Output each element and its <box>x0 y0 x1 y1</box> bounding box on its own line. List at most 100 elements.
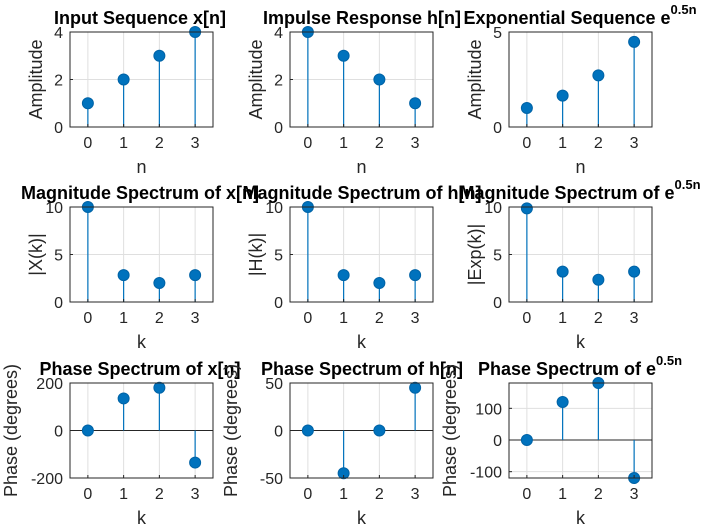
subplot-title: Phase Spectrum of e0.5n <box>478 353 682 379</box>
y-tick-label: -200 <box>31 471 63 488</box>
x-tick-label: 2 <box>594 310 603 327</box>
x-tick-label: 3 <box>191 486 200 503</box>
subplot-2: 0 1 2 3 0 2 4 n Amplitude Impulse Response h[n] <box>246 8 461 177</box>
x-tick-label: 3 <box>630 135 639 152</box>
y-tick-label: 4 <box>274 25 283 42</box>
subplot-title: Phase Spectrum of x[n] <box>39 359 240 379</box>
y-tick-label: 0 <box>493 295 502 312</box>
x-tick-label: 2 <box>594 486 603 503</box>
x-tick-label: 1 <box>119 135 128 152</box>
subplot-title: Impulse Response h[n] <box>263 8 461 28</box>
stem-marker <box>592 69 605 82</box>
stem-marker <box>409 97 422 110</box>
y-tick-label: 0 <box>493 120 502 137</box>
subplot-title: Phase Spectrum of h[n] <box>261 359 463 379</box>
x-tick-label: 1 <box>119 310 128 327</box>
plot-area <box>509 32 652 127</box>
x-tick-label: 1 <box>339 135 348 152</box>
y-tick-label: 0 <box>274 424 283 441</box>
y-tick-label: 2 <box>54 73 63 90</box>
y-tick-label: 5 <box>493 248 502 265</box>
y-tick-label: 0 <box>274 120 283 137</box>
x-tick-label: 0 <box>83 486 92 503</box>
x-tick-label: 0 <box>303 486 312 503</box>
x-tick-label: 1 <box>119 486 128 503</box>
x-tick-label: 3 <box>411 486 420 503</box>
y-tick-label: 2 <box>274 73 283 90</box>
x-tick-label: 2 <box>375 310 384 327</box>
x-axis-label: n <box>136 157 146 177</box>
subplot-6: 0 1 2 3 0 5 10 k |Exp(k)| Magnitude Spectrum of e… <box>459 177 700 352</box>
stem-marker <box>409 381 422 394</box>
stem-marker <box>628 265 641 278</box>
x-tick-label: 0 <box>522 486 531 503</box>
y-tick-label: 10 <box>484 200 502 217</box>
y-axis-label: Phase (degrees) <box>1 364 21 497</box>
x-tick-label: 1 <box>339 310 348 327</box>
y-axis-label: Phase (degrees) <box>221 364 241 497</box>
y-axis-label: |H(k)| <box>246 233 266 276</box>
plot-area <box>509 383 652 478</box>
stem-marker <box>153 49 166 62</box>
stem-marker <box>520 202 533 215</box>
x-axis-label: n <box>356 157 366 177</box>
subplot-title: Magnitude Spectrum of e0.5n <box>459 177 700 203</box>
y-tick-label: 0 <box>54 120 63 137</box>
y-tick-label: 0 <box>54 424 63 441</box>
y-tick-label: 10 <box>45 200 63 217</box>
x-tick-label: 3 <box>630 310 639 327</box>
axes-box <box>508 382 653 479</box>
subplot-title: Exponential Sequence e0.5n <box>463 2 696 28</box>
subplot-title: Magnitude Spectrum of h[n] <box>243 183 482 203</box>
x-axis-label: k <box>137 508 147 528</box>
x-tick-label: 0 <box>522 310 531 327</box>
y-tick-label: -100 <box>470 465 502 482</box>
x-tick-label: 1 <box>339 486 348 503</box>
stem-marker <box>117 73 130 86</box>
x-tick-label: 0 <box>303 135 312 152</box>
stem-marker <box>81 424 94 437</box>
stem-marker <box>81 97 94 110</box>
stem-marker <box>556 265 569 278</box>
y-tick-label: 0 <box>54 295 63 312</box>
stem-marker <box>628 35 641 48</box>
x-tick-label: 2 <box>155 135 164 152</box>
x-tick-label: 3 <box>191 135 200 152</box>
y-tick-label: 100 <box>475 401 502 418</box>
x-tick-label: 1 <box>558 135 567 152</box>
subplot-5: 0 1 2 3 0 5 10 k |H(k)| Magnitude Spectrum of h[n… <box>243 183 482 352</box>
x-tick-label: 0 <box>303 310 312 327</box>
y-axis-label: Amplitude <box>26 39 46 119</box>
y-tick-label: 5 <box>493 25 502 42</box>
stem-marker <box>337 49 350 62</box>
stem-marker <box>409 269 422 282</box>
x-tick-label: 3 <box>191 310 200 327</box>
stem-marker <box>337 467 350 480</box>
x-tick-label: 3 <box>630 486 639 503</box>
y-tick-label: 4 <box>54 25 63 42</box>
y-tick-label: 10 <box>265 200 283 217</box>
x-tick-label: 0 <box>83 310 92 327</box>
x-tick-label: 2 <box>155 486 164 503</box>
x-axis-label: k <box>576 508 586 528</box>
x-axis-label: k <box>137 332 147 352</box>
stem-marker <box>117 392 130 405</box>
stem-marker <box>189 269 202 282</box>
y-tick-label: 5 <box>274 248 283 265</box>
stem-marker <box>301 424 314 437</box>
y-tick-label: -50 <box>260 471 283 488</box>
x-tick-label: 3 <box>411 310 420 327</box>
y-tick-label: 50 <box>265 376 283 393</box>
subplot-1: 0 1 2 3 0 2 4 n Amplitude Input Sequence x[n] <box>26 8 226 177</box>
stem-marker <box>520 102 533 114</box>
stem-marker <box>556 396 569 408</box>
subplot-title: Magnitude Spectrum of x[n] <box>21 183 259 203</box>
y-axis-label: Phase (degrees) <box>440 364 460 497</box>
y-axis-label: Amplitude <box>246 39 266 119</box>
y-tick-label: 0 <box>493 433 502 450</box>
x-tick-label: 1 <box>558 486 567 503</box>
y-tick-label: 5 <box>54 248 63 265</box>
x-tick-label: 1 <box>558 310 567 327</box>
